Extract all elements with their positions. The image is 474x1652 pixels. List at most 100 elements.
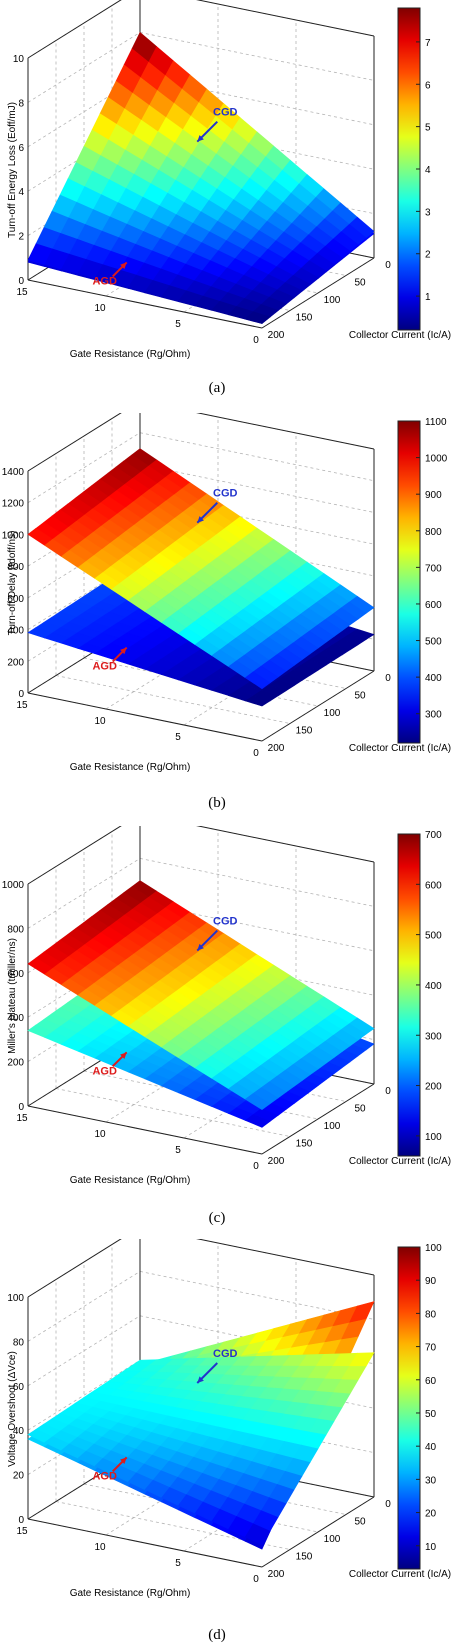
colorbar: 10 20 30 40 50 60 70 80 90 100 (397, 1243, 442, 1570)
z-tick-label: 1000 (2, 530, 25, 541)
annotation-agd: AGD (92, 261, 128, 287)
chart-c: 02004006008001000151050050100150200Gate … (2, 826, 451, 1186)
colorbar-tick-label: 70 (425, 1343, 437, 1354)
y-tick-label: 100 (324, 1121, 341, 1132)
z-tick-label: 1000 (2, 880, 25, 891)
axis-edge (27, 826, 122, 885)
colorbar-tick-label: 10 (425, 1542, 437, 1553)
z-tick-label: 8 (18, 98, 24, 109)
panel-b: 0 200 400 600 800 1000 1200 1400 15 10 5 0 0 50 100 150… (0, 413, 474, 826)
colorbar-tick-label: 6 (425, 80, 431, 91)
y-tick-label: 150 (296, 1552, 313, 1563)
annotation-label: CGD (213, 916, 238, 928)
y-tick-label: 100 (324, 295, 341, 306)
annotation-label: CGD (213, 1348, 238, 1360)
grid-line (111, 1466, 347, 1515)
colorbar-tick-label: 30 (425, 1475, 437, 1486)
x-tick-label: 10 (94, 1542, 106, 1553)
grid-line (139, 495, 375, 545)
y-tick-label: 150 (296, 726, 313, 737)
surface-cgd (27, 31, 375, 324)
grid-line (139, 120, 375, 170)
x-axis-label: Gate Resistance (Rg/Ohm) (70, 349, 191, 360)
colorbar-tick-label: 100 (425, 1132, 442, 1143)
grid-line (139, 946, 375, 996)
x-tick-label: 15 (16, 700, 28, 711)
grid-line (83, 1483, 319, 1533)
z-tick-label: 60 (13, 1382, 25, 1393)
x-tick-label: 5 (175, 1145, 181, 1156)
y-axis-label: Collector Current (Ic/A) (349, 1569, 451, 1580)
colorbar-tick-label: 50 (425, 1409, 437, 1420)
colorbar-tick-label: 1100 (425, 417, 447, 428)
colorbar-tick-label: 100 (425, 1243, 442, 1254)
colorbar-gradient (397, 1246, 421, 1570)
y-tick-label: 50 (354, 1517, 366, 1528)
annotation-label: CGD (213, 488, 238, 500)
x-tick-label: 15 (16, 1113, 28, 1124)
y-axis-label: Collector Current (Ic/A) (349, 1156, 451, 1167)
x-axis-label: Gate Resistance (Rg/Ohm) (70, 1588, 191, 1599)
y-tick-label: 50 (354, 1104, 366, 1115)
colorbar-tick-label: 600 (425, 880, 442, 891)
y-tick-label: 200 (268, 1156, 285, 1167)
colorbar-tick-label: 2 (425, 250, 431, 261)
annotation-label: AGD (92, 1470, 117, 1482)
z-tick-label: 40 (13, 1426, 25, 1437)
grid-line (27, 858, 141, 929)
axis-edge (27, 1239, 122, 1298)
z-tick-label: 0 (18, 689, 24, 700)
grid-line (27, 32, 141, 103)
colorbar-tick-label: 20 (425, 1509, 437, 1520)
z-tick-label: 400 (7, 1013, 24, 1024)
grid-line (139, 902, 375, 952)
colorbar-gradient (397, 833, 421, 1157)
colorbar-tick-label: 90 (425, 1276, 437, 1287)
annotation-cgd: CGD (196, 916, 238, 952)
grid-line (27, 1271, 141, 1342)
grid-line (139, 1404, 375, 1453)
z-tick-label: 0 (18, 1515, 24, 1526)
axis-edge (27, 1518, 263, 1568)
z-tick-label: 4 (18, 187, 24, 198)
grid-line (196, 1239, 375, 1276)
colorbar-tick-label: 200 (425, 1082, 442, 1093)
axis-edge (261, 1083, 375, 1155)
annotation-arrowhead (197, 1376, 204, 1384)
grid-line (27, 1359, 141, 1431)
axis-edge (261, 1496, 375, 1568)
annotation-label: CGD (213, 107, 238, 119)
y-tick-label: 150 (296, 313, 313, 324)
axis-edge (196, 826, 375, 863)
colorbar-tick-label: 900 (425, 490, 442, 501)
x-axis-label: Gate Resistance (Rg/Ohm) (70, 1175, 191, 1186)
x-tick-label: 10 (94, 1129, 106, 1140)
annotation-agd: AGD (92, 646, 128, 673)
z-tick-label: 80 (13, 1337, 25, 1348)
z-tick-label: 200 (7, 657, 24, 668)
colorbar-tick-label: 500 (425, 637, 442, 648)
y-tick-label: 50 (354, 278, 366, 289)
grid-line (139, 858, 375, 907)
z-tick-label: 600 (7, 969, 24, 980)
y-tick-label: 100 (324, 708, 341, 719)
grid-line (196, 826, 375, 863)
caption-c: (c) (208, 1210, 226, 1226)
y-tick-label: 200 (268, 1569, 285, 1580)
panel-d: 0 20 40 60 80 100 15 10 5 0 0 50 100 150 200 Gate Resis… (0, 1239, 474, 1652)
annotation-cgd: CGD (196, 1348, 238, 1384)
axis-edge (27, 279, 263, 329)
colorbar-tick-label: 5 (425, 123, 431, 134)
colorbar-tick-label: 40 (425, 1442, 437, 1453)
colorbar: 100 200 300 400 500 600 700 (397, 830, 442, 1157)
panel-a: 0 2 4 6 8 10 15 10 5 0 0 50 100 150 200 Gate Resistance… (0, 0, 474, 413)
colorbar-tick-label: 700 (425, 830, 442, 841)
colorbar-tick-label: 60 (425, 1376, 437, 1387)
annotation-arrowhead (197, 135, 204, 142)
annotation-agd: AGD (92, 1456, 128, 1482)
y-axis-label: Collector Current (Ic/A) (349, 743, 451, 754)
colorbar-tick-label: 800 (425, 527, 442, 538)
x-tick-label: 0 (253, 335, 259, 346)
annotation-arrowhead (120, 647, 127, 655)
